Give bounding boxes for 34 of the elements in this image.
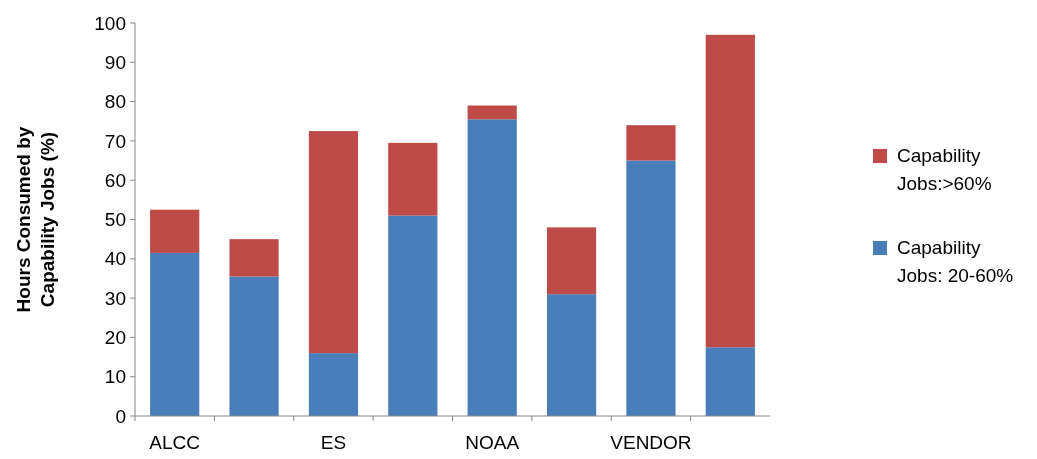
legend-label: Capability Jobs:>60% xyxy=(897,145,992,194)
y-tick-label: 0 xyxy=(115,405,126,427)
y-tick-label: 70 xyxy=(104,130,126,152)
y-tick-label: 90 xyxy=(104,51,126,73)
bar xyxy=(626,160,676,416)
y-tick-label: 20 xyxy=(104,327,126,349)
bar xyxy=(546,294,597,416)
y-tick-label: 30 xyxy=(104,287,126,309)
bar xyxy=(150,209,200,253)
y-tick-label: 60 xyxy=(104,169,126,191)
bar xyxy=(467,105,517,120)
bar xyxy=(229,239,279,277)
bar xyxy=(229,276,279,416)
y-tick-label: 10 xyxy=(104,366,126,388)
bar xyxy=(150,252,200,416)
bar xyxy=(388,142,438,216)
y-tick-label: 50 xyxy=(104,209,126,231)
x-tick-label: ALCC xyxy=(149,432,201,453)
x-tick-label: VENDOR xyxy=(610,432,692,453)
bar xyxy=(308,131,359,354)
x-tick-label: ES xyxy=(320,432,347,453)
bar xyxy=(626,125,676,161)
y-tick-label: 80 xyxy=(104,91,126,113)
legend-label: Capability Jobs: 20-60% xyxy=(897,237,1014,286)
y-tick-label: 100 xyxy=(94,12,126,34)
bar xyxy=(308,353,359,416)
x-tick-label: NOAA xyxy=(465,432,520,453)
y-axis-title: Hours Consumed by Capability Jobs (%) xyxy=(13,126,58,313)
bar xyxy=(546,227,597,295)
bar xyxy=(705,347,755,416)
bar xyxy=(467,119,517,416)
bar xyxy=(388,215,438,416)
bar xyxy=(705,34,755,348)
y-tick-label: 40 xyxy=(104,248,126,270)
